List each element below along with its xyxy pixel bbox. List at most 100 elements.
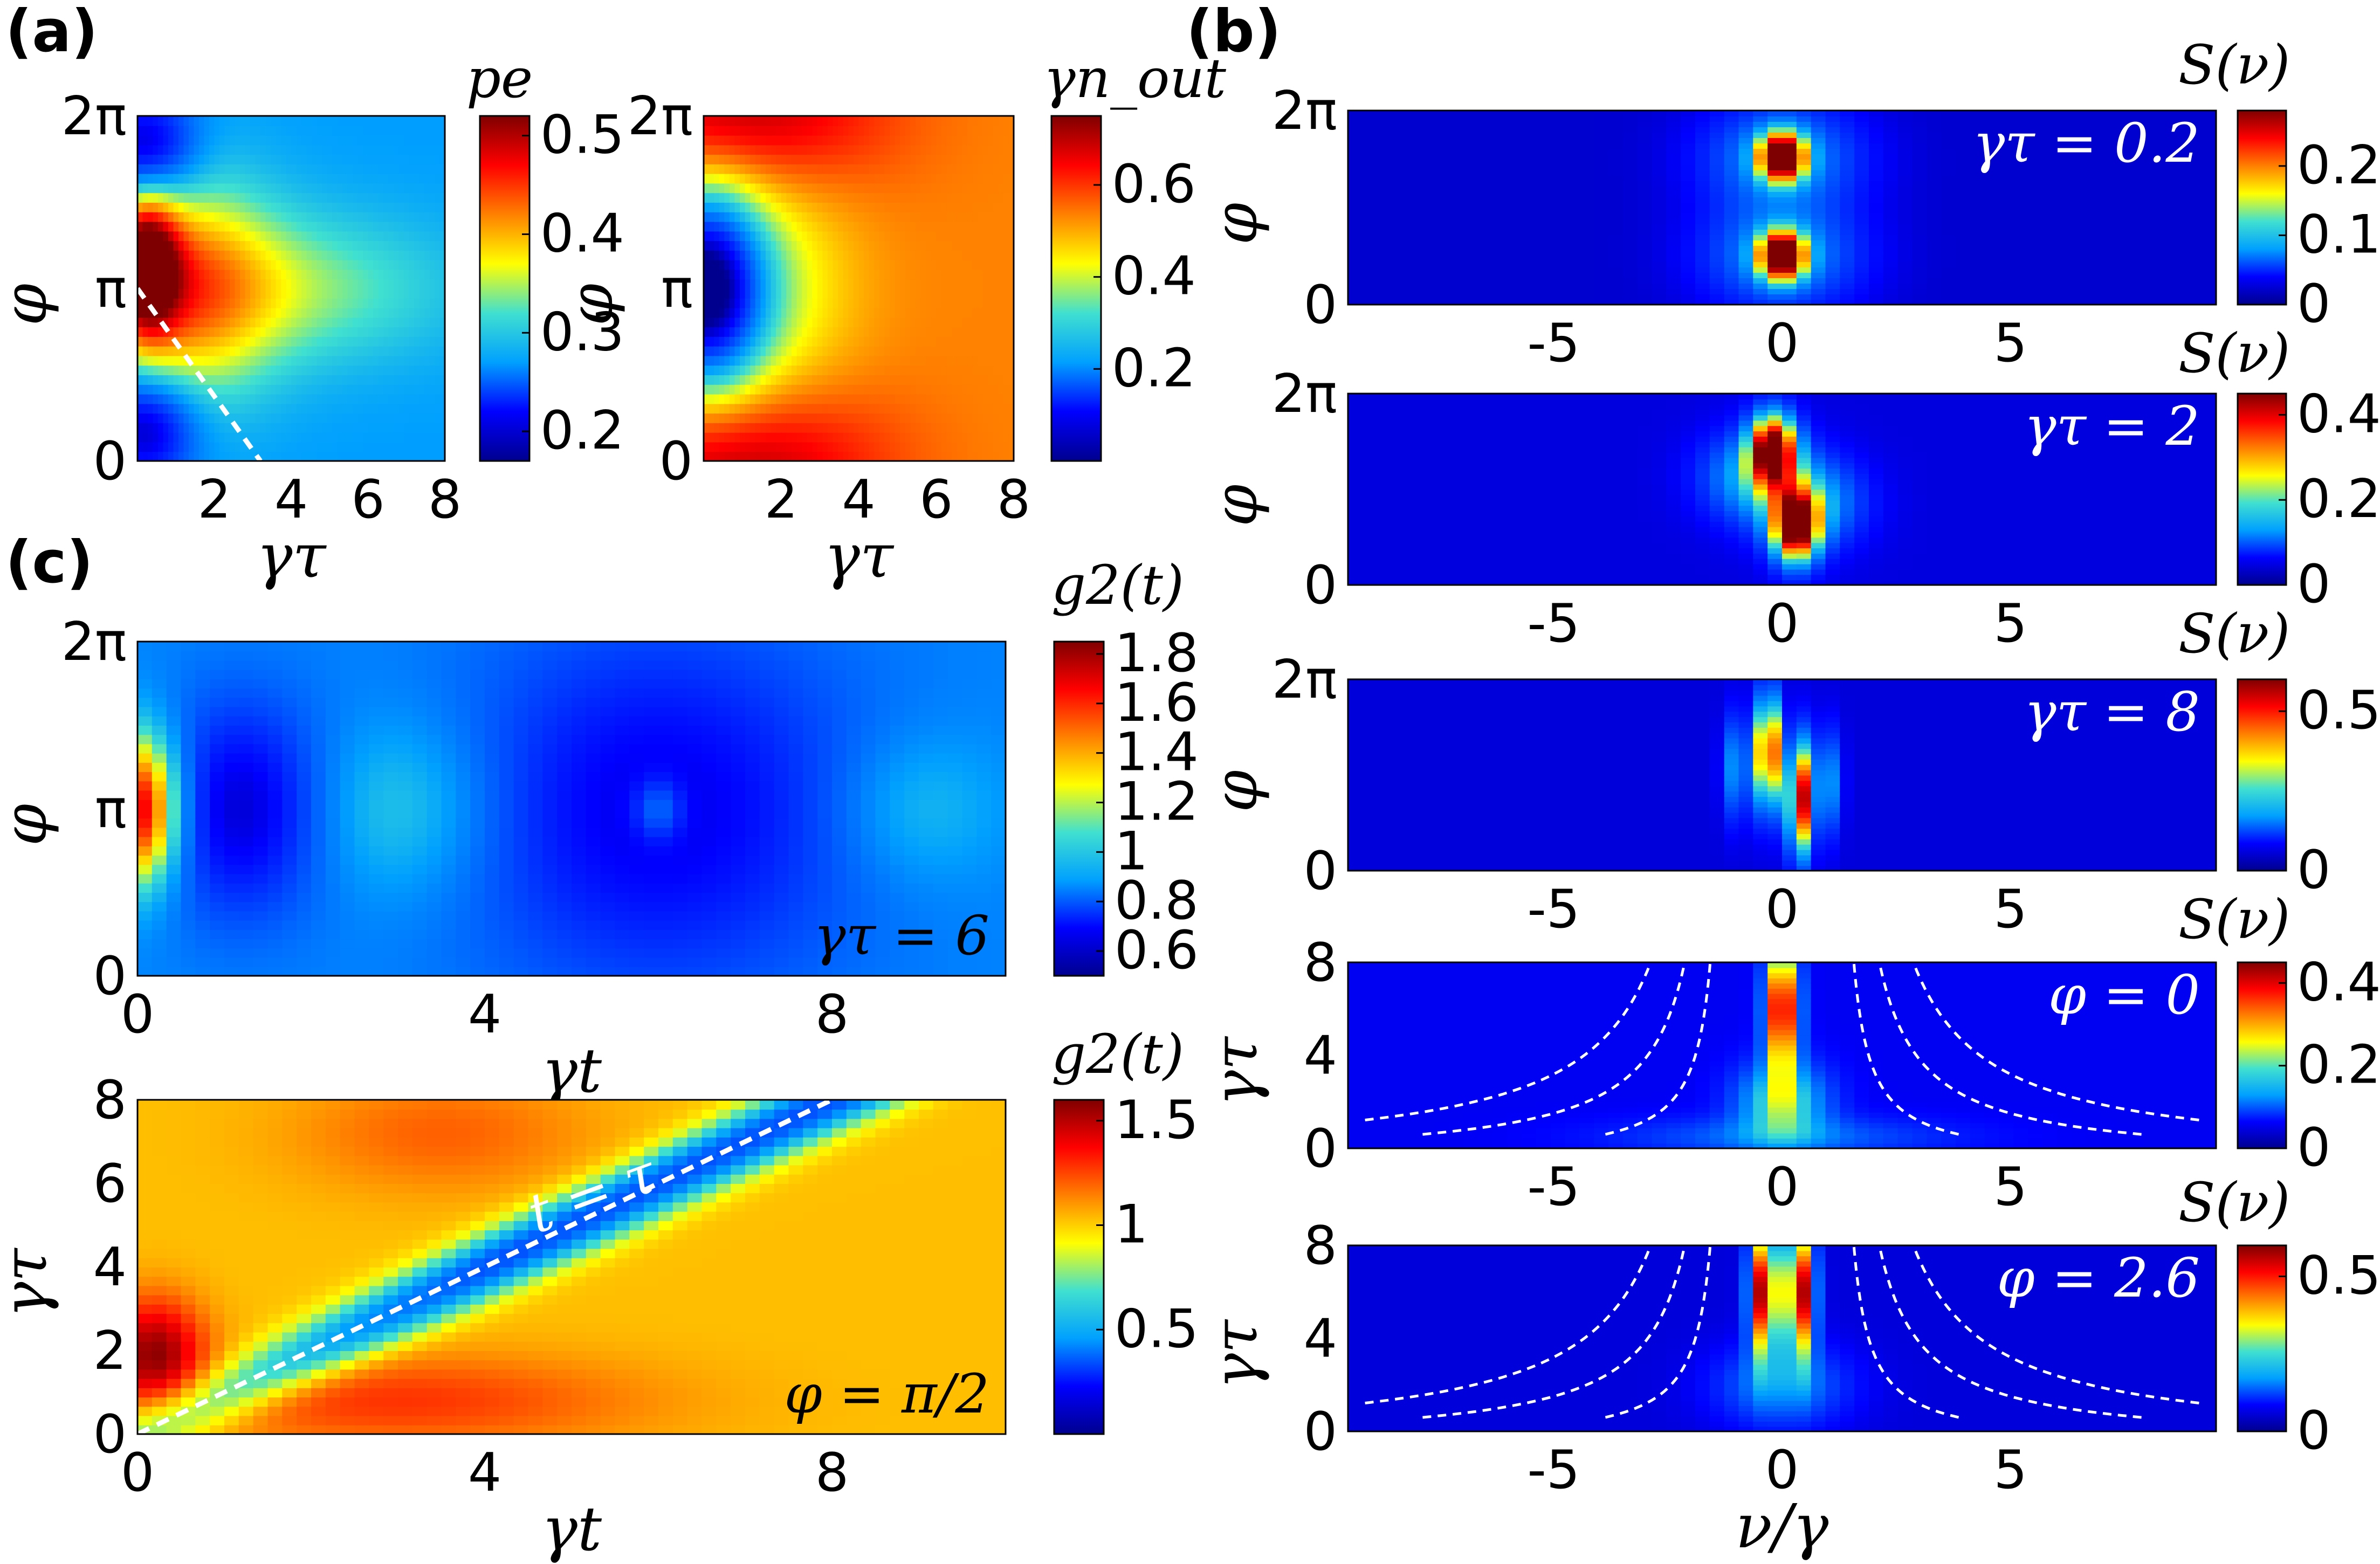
colorbar-tick-label: 0.4 xyxy=(1112,246,1196,307)
y-tick-label: 8 xyxy=(93,1070,127,1131)
axes-frame xyxy=(1347,961,2217,1149)
colorbar-label: g2(t) xyxy=(1051,1023,1184,1086)
colorbar-tick-label: 0.5 xyxy=(540,105,624,166)
colorbar-label: S(ν) xyxy=(2178,602,2290,665)
x-tick-label: 0 xyxy=(1765,593,1799,654)
x-tick-label: 5 xyxy=(1994,879,2027,940)
dashed-curve xyxy=(1605,962,1712,1136)
heatmap-b5 xyxy=(1348,1245,2216,1431)
chart-b2: -5 0 5 0 2π φ γτ = 2 0 0.2 0.4S(ν) xyxy=(1201,322,2380,654)
chart-a2: 2 4 6 8 0 π 2π γτ φ 0.2 0.4 0.6 γn_out xyxy=(556,47,1227,591)
y-tick-label: 0 xyxy=(93,431,127,492)
dashed-line xyxy=(135,287,263,463)
x-tick-label: 6 xyxy=(919,469,953,530)
colorbar-tick-label: 0.5 xyxy=(1115,1298,1199,1360)
plot-annotation: γτ = 0.2 xyxy=(1973,112,2200,175)
plot-annotation: φ = 0 xyxy=(2048,963,2200,1026)
x-tick-label: 8 xyxy=(428,469,462,530)
colorbar-tick-label: 1.6 xyxy=(1115,672,1199,734)
dashed-curve xyxy=(1605,1245,1712,1419)
colorbar-tick-label: 0.4 xyxy=(2297,383,2380,445)
colorbar xyxy=(2237,678,2287,872)
plot-annotation: φ = π/2 xyxy=(785,1362,989,1425)
dashed-curve xyxy=(1422,1245,1686,1419)
colorbar xyxy=(1053,1099,1105,1435)
axes-frame xyxy=(1347,109,2217,306)
x-tick-label: 4 xyxy=(468,1442,501,1504)
plot-annotation: γτ = 8 xyxy=(2024,680,2200,743)
x-tick-label: 0 xyxy=(121,984,154,1045)
y-tick-label: 0 xyxy=(1304,555,1337,616)
x-tick-label: 8 xyxy=(815,984,849,1045)
x-tick-label: 5 xyxy=(1994,1156,2027,1218)
colorbar-tick-label: 0.5 xyxy=(2297,680,2380,741)
dashed-curve xyxy=(1912,1245,2199,1404)
colorbar-tick-label: 0.2 xyxy=(2297,468,2380,530)
y-tick-label: 6 xyxy=(93,1153,127,1215)
colorbar-tick-label: 0.2 xyxy=(2297,1035,2380,1096)
dashed-curve xyxy=(1878,1245,2142,1419)
colorbar xyxy=(1050,115,1102,462)
y-axis-label: γτ xyxy=(0,1248,60,1318)
x-tick-label: -5 xyxy=(1527,879,1580,940)
y-tick-label: 2π xyxy=(1272,363,1337,425)
x-tick-label: 4 xyxy=(274,469,308,530)
x-axis-label: γτ xyxy=(824,521,895,591)
colorbar-tick-label: 0.6 xyxy=(1112,154,1196,215)
heatmap-c2 xyxy=(137,1100,1006,1434)
colorbar-tick-label: 0.1 xyxy=(2297,204,2380,265)
x-tick-label: 0 xyxy=(1765,313,1799,374)
axes-frame xyxy=(703,115,1015,462)
colorbar-tick-label: 0.4 xyxy=(540,203,624,264)
y-axis-label: φ xyxy=(1201,770,1271,812)
y-tick-label: 0 xyxy=(1304,274,1337,336)
plot-annotation: γτ = 2 xyxy=(2024,395,2200,458)
x-tick-label: 6 xyxy=(351,469,384,530)
plot-annotation: γτ = 6 xyxy=(814,904,989,967)
colorbar-tick-label: 0.6 xyxy=(1115,920,1199,981)
axes-frame xyxy=(136,1099,1007,1435)
axes-frame xyxy=(136,640,1007,977)
heatmap-b2 xyxy=(1348,394,2216,585)
x-axis-label: γτ xyxy=(257,521,327,591)
chart-b1: -5 0 5 0 2π φ γτ = 0.2 0 0.1 0.2S(ν) xyxy=(1201,33,2380,374)
x-tick-label: -5 xyxy=(1527,1156,1580,1218)
dashed-curve xyxy=(1852,962,1959,1136)
x-tick-label: 2 xyxy=(197,469,231,530)
y-tick-label: 0 xyxy=(659,431,693,492)
y-tick-label: 4 xyxy=(93,1237,127,1298)
colorbar-tick-label: 0 xyxy=(2297,273,2330,335)
panel-label-a: (a) xyxy=(5,0,98,65)
heatmap-b1 xyxy=(1348,111,2216,305)
colorbar-tick-label: 1.2 xyxy=(1115,771,1199,833)
colorbar xyxy=(2237,392,2287,586)
dashed-curve xyxy=(1852,1245,1959,1419)
x-tick-label: -5 xyxy=(1527,1439,1580,1501)
y-tick-label: 4 xyxy=(1304,1308,1337,1370)
y-tick-label: 8 xyxy=(1304,932,1337,994)
y-tick-label: 2π xyxy=(628,86,693,147)
x-tick-label: 4 xyxy=(468,984,501,1045)
colorbar-tick-label: 1 xyxy=(1115,1194,1148,1256)
x-tick-label: 8 xyxy=(815,1442,849,1504)
x-axis-label: γt xyxy=(541,1494,602,1564)
colorbar xyxy=(1053,640,1105,977)
y-tick-label: 0 xyxy=(1304,840,1337,902)
colorbar xyxy=(2237,961,2287,1149)
colorbar-tick-label: 0.8 xyxy=(1115,870,1199,932)
x-tick-label: 5 xyxy=(1994,593,2027,654)
dashed-curve xyxy=(1878,962,2142,1136)
y-tick-label: 2π xyxy=(1272,649,1337,711)
x-tick-label: 0 xyxy=(1765,1439,1799,1501)
y-tick-label: 2 xyxy=(93,1320,127,1382)
y-axis-label: γτ xyxy=(1201,1036,1271,1106)
x-tick-label: 8 xyxy=(997,469,1030,530)
x-tick-label: 5 xyxy=(1994,1439,2027,1501)
y-axis-label: φ xyxy=(0,804,60,846)
y-tick-label: 8 xyxy=(1304,1215,1337,1277)
colorbar-tick-label: 0 xyxy=(2297,839,2330,901)
axes-frame xyxy=(1347,678,2217,872)
plot-annotation: φ = 2.6 xyxy=(1997,1246,2200,1310)
